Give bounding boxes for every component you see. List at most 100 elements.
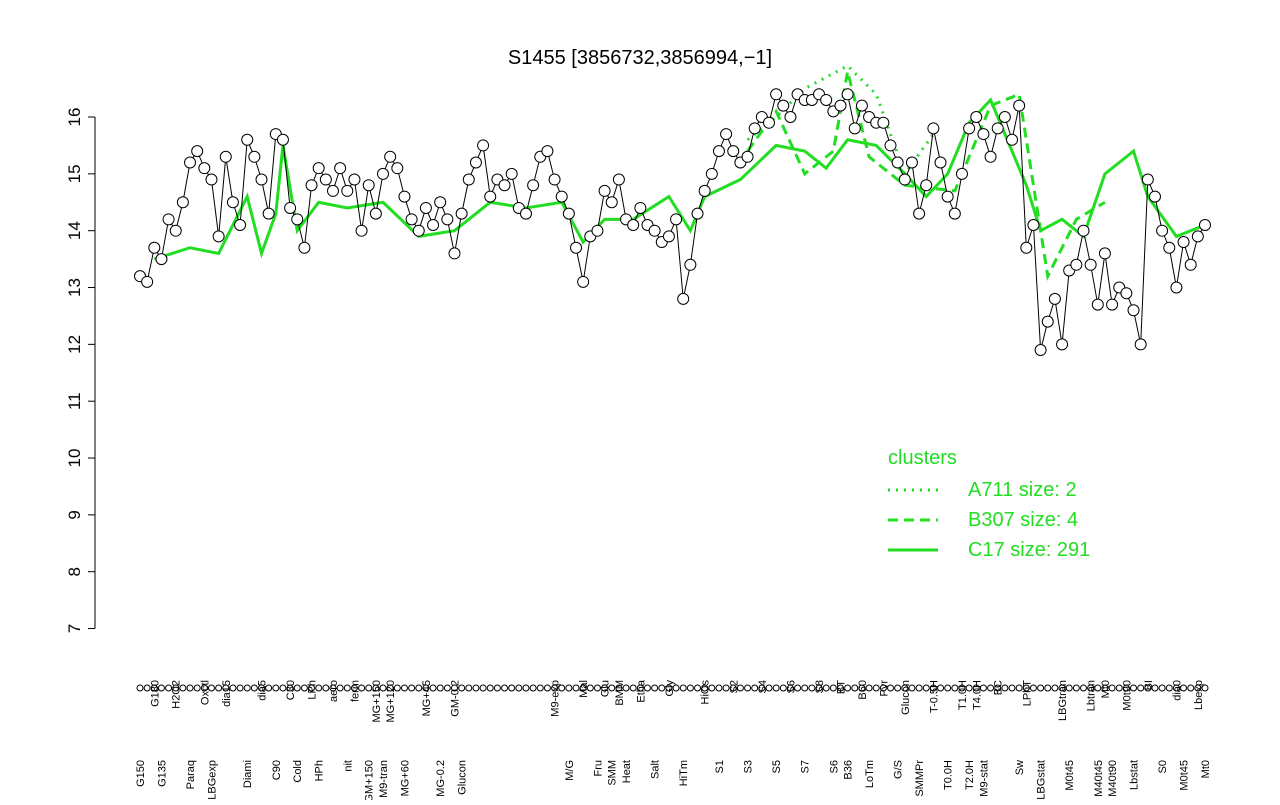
rug-dot bbox=[1165, 684, 1173, 692]
x-tick-label: HPh bbox=[314, 760, 326, 781]
rug-dot bbox=[336, 684, 344, 692]
rug-dot bbox=[450, 684, 458, 692]
y-tick-label: 14 bbox=[65, 221, 84, 240]
rug-dot bbox=[1122, 684, 1130, 692]
point bbox=[1156, 224, 1169, 237]
point bbox=[884, 139, 897, 152]
point bbox=[570, 241, 583, 254]
rug-dot bbox=[579, 684, 587, 692]
point bbox=[262, 207, 275, 220]
rug-dot bbox=[744, 684, 752, 692]
rug-dot bbox=[1101, 684, 1109, 692]
point bbox=[298, 241, 311, 254]
point bbox=[469, 156, 482, 169]
rug-dot bbox=[1037, 684, 1045, 692]
rug-dot bbox=[865, 684, 873, 692]
rug-dot bbox=[965, 684, 973, 692]
point bbox=[398, 190, 411, 203]
rug-dot bbox=[944, 684, 952, 692]
x-tick-label: HiTm bbox=[678, 760, 690, 786]
x-tick-label: C90 bbox=[271, 760, 283, 780]
rug-dot bbox=[322, 684, 330, 692]
point bbox=[169, 224, 182, 237]
point bbox=[155, 253, 168, 266]
rug-dot bbox=[608, 684, 616, 692]
x-tick-label: M40t45 bbox=[1093, 760, 1105, 797]
rug-dot bbox=[372, 684, 380, 692]
rug-dot bbox=[486, 684, 494, 692]
rug-dot bbox=[836, 684, 844, 692]
rug-dot bbox=[694, 684, 702, 692]
x-tick-label: dia15 bbox=[221, 680, 233, 707]
point bbox=[419, 201, 432, 214]
point bbox=[977, 128, 990, 141]
x-tick-label: Mt0 bbox=[1200, 760, 1212, 778]
point bbox=[913, 207, 926, 220]
point bbox=[348, 173, 361, 186]
point bbox=[412, 224, 425, 237]
point bbox=[877, 116, 890, 129]
rug-dot bbox=[415, 684, 423, 692]
x-tick-label: Pyr bbox=[878, 680, 890, 697]
x-tick-label: Oxctl bbox=[199, 680, 211, 705]
rug-dot bbox=[1144, 684, 1152, 692]
x-tick-label: T1.0H bbox=[957, 680, 969, 710]
y-tick-label: 9 bbox=[65, 510, 84, 519]
y-tick-label: 8 bbox=[65, 567, 84, 576]
rug-dot bbox=[765, 684, 773, 692]
point bbox=[455, 207, 468, 220]
x-tick-label: Glucon bbox=[457, 760, 469, 795]
point bbox=[527, 179, 540, 192]
rug-dot bbox=[172, 684, 180, 692]
rug-dot bbox=[157, 684, 165, 692]
x-tick-label: GM+150 bbox=[364, 760, 376, 800]
point bbox=[191, 145, 204, 158]
point bbox=[670, 213, 683, 226]
y-tick-label: 12 bbox=[65, 335, 84, 354]
point bbox=[1077, 224, 1090, 237]
x-tick-label: LPh bbox=[307, 680, 319, 700]
point bbox=[698, 184, 711, 197]
point bbox=[384, 150, 397, 163]
rug-dot bbox=[422, 684, 430, 692]
x-tick-label: LBGtran bbox=[1057, 680, 1069, 721]
point bbox=[405, 213, 418, 226]
point bbox=[1006, 133, 1019, 146]
point bbox=[1091, 298, 1104, 311]
x-tick-label: BT bbox=[835, 680, 847, 694]
point bbox=[1184, 258, 1197, 271]
point bbox=[326, 184, 339, 197]
x-tick-label: S1 bbox=[714, 760, 726, 773]
rug-dot bbox=[150, 684, 158, 692]
point bbox=[477, 139, 490, 152]
x-tick-label: Heat bbox=[621, 760, 633, 783]
x-tick-label: MG+60 bbox=[399, 760, 411, 796]
point bbox=[1199, 219, 1211, 232]
x-tick-label: G150 bbox=[135, 760, 147, 787]
x-tick-label: Mal bbox=[578, 680, 590, 698]
x-tick-label: dia5 bbox=[257, 680, 269, 701]
point bbox=[391, 162, 404, 175]
x-tick-label: B36 bbox=[843, 760, 855, 780]
rug-dot bbox=[786, 684, 794, 692]
rug-dot bbox=[951, 684, 959, 692]
rug-dot bbox=[636, 684, 644, 692]
rug-dot bbox=[736, 684, 744, 692]
chart-title: S1455 [3856732,3856994,−1] bbox=[508, 47, 772, 69]
point bbox=[205, 173, 218, 186]
rug-dot bbox=[458, 684, 466, 692]
point bbox=[834, 99, 847, 112]
point bbox=[1106, 298, 1119, 311]
point bbox=[1141, 173, 1154, 186]
x-tick-label: G180 bbox=[149, 680, 161, 707]
point bbox=[1034, 344, 1047, 357]
point bbox=[212, 230, 225, 243]
rug-dot bbox=[586, 684, 594, 692]
rug-dot bbox=[994, 684, 1002, 692]
point bbox=[998, 111, 1011, 124]
x-tick-label: S8 bbox=[814, 680, 826, 693]
point bbox=[1048, 292, 1061, 305]
rug-dot bbox=[436, 684, 444, 692]
point bbox=[319, 173, 332, 186]
rug-dot bbox=[136, 684, 144, 692]
